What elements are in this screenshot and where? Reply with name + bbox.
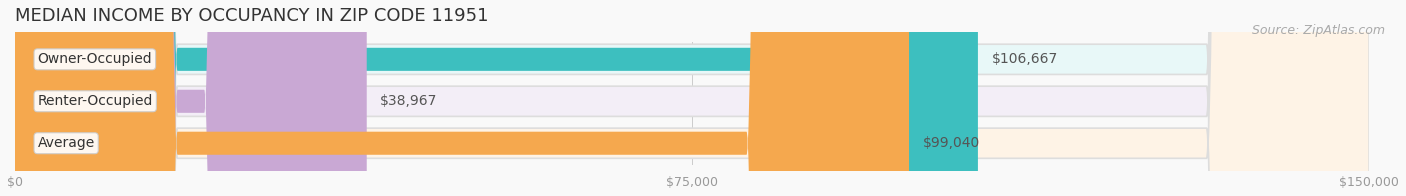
FancyBboxPatch shape [15, 0, 979, 196]
Text: Source: ZipAtlas.com: Source: ZipAtlas.com [1251, 24, 1385, 36]
Text: $99,040: $99,040 [922, 136, 980, 150]
Text: $38,967: $38,967 [380, 94, 437, 108]
FancyBboxPatch shape [15, 0, 1369, 196]
Text: Owner-Occupied: Owner-Occupied [38, 52, 152, 66]
FancyBboxPatch shape [15, 0, 1369, 196]
Text: $106,667: $106,667 [991, 52, 1057, 66]
FancyBboxPatch shape [15, 0, 910, 196]
Text: MEDIAN INCOME BY OCCUPANCY IN ZIP CODE 11951: MEDIAN INCOME BY OCCUPANCY IN ZIP CODE 1… [15, 7, 488, 25]
Text: Renter-Occupied: Renter-Occupied [38, 94, 153, 108]
Text: Average: Average [38, 136, 94, 150]
FancyBboxPatch shape [15, 0, 1369, 196]
FancyBboxPatch shape [15, 0, 367, 196]
